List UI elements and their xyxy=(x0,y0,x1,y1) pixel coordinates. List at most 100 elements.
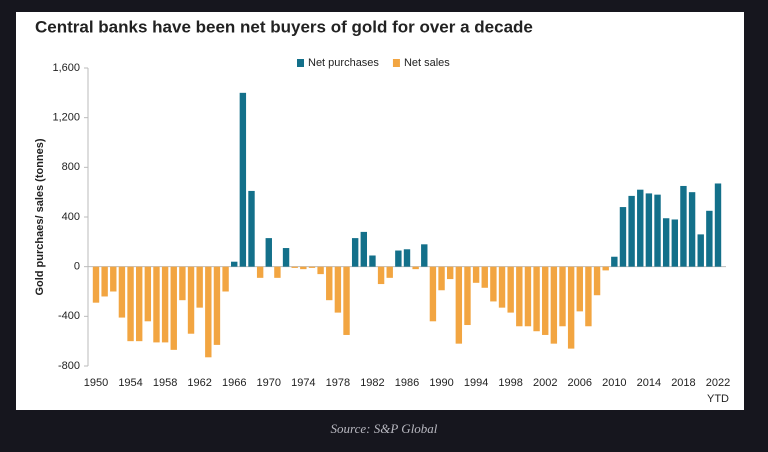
x-tick-label: 1966 xyxy=(222,377,246,389)
bar xyxy=(671,219,679,267)
bar xyxy=(637,189,644,267)
bar xyxy=(256,266,264,278)
y-tick-label: 1,600 xyxy=(52,62,80,74)
y-tick-label: -800 xyxy=(58,360,80,372)
bar xyxy=(92,266,100,303)
bar xyxy=(706,210,713,267)
bar xyxy=(144,266,152,322)
bar xyxy=(542,266,549,335)
x-tick-label: 1954 xyxy=(118,377,142,389)
legend-swatch xyxy=(392,59,400,67)
bar xyxy=(559,266,566,327)
bar xyxy=(472,266,480,283)
bar xyxy=(507,266,514,313)
bar xyxy=(351,238,359,267)
x-tick-label: 2014 xyxy=(637,377,661,389)
bar xyxy=(170,266,177,350)
bar xyxy=(395,250,402,267)
bar xyxy=(628,195,635,267)
bar xyxy=(282,248,290,267)
bar xyxy=(213,266,221,345)
bar xyxy=(438,266,445,291)
bar xyxy=(360,231,368,267)
y-tick-label: -400 xyxy=(58,310,80,322)
bar xyxy=(524,266,532,327)
x-tick-label: 1950 xyxy=(84,377,108,389)
bar xyxy=(300,266,307,270)
x-tick-label: 1994 xyxy=(464,377,488,389)
bar xyxy=(576,266,583,312)
bar xyxy=(421,244,428,267)
bar xyxy=(317,266,324,275)
x-tick-label: 1986 xyxy=(395,377,419,389)
bar xyxy=(516,266,523,327)
bar xyxy=(714,183,722,267)
x-tick-label: 1978 xyxy=(326,377,350,389)
x-tick-label: 1962 xyxy=(187,377,211,389)
y-tick-label: 1,200 xyxy=(52,112,80,124)
legend-label: Net purchases xyxy=(308,57,379,69)
bar xyxy=(611,256,618,267)
bar xyxy=(386,266,393,278)
bar xyxy=(127,266,134,342)
bar xyxy=(205,266,212,358)
bar xyxy=(645,193,653,267)
y-tick-label: 800 xyxy=(62,161,80,173)
bar xyxy=(161,266,169,343)
bar xyxy=(585,266,592,327)
legend-label: Net sales xyxy=(404,57,450,69)
x-tick-label: 2022 xyxy=(706,377,730,389)
x-tick-label: 1982 xyxy=(360,377,384,389)
legend-swatch xyxy=(297,59,304,67)
chart-title: Central banks have been net buyers of go… xyxy=(35,17,533,36)
bar xyxy=(187,266,195,334)
bar xyxy=(377,266,385,285)
x-tick-label: 1974 xyxy=(291,377,315,389)
x-tick-label: 1970 xyxy=(257,377,281,389)
bar xyxy=(274,266,281,278)
bar xyxy=(222,266,229,292)
bar xyxy=(179,266,186,301)
bar xyxy=(135,266,143,342)
source-note: Source: S&P Global xyxy=(331,421,438,436)
bar xyxy=(654,194,661,267)
bar xyxy=(239,92,247,267)
bar xyxy=(593,266,601,296)
x-tick-note: YTD xyxy=(707,393,729,405)
bar xyxy=(533,266,540,332)
bar xyxy=(490,266,497,302)
bar xyxy=(550,266,558,344)
bar xyxy=(697,234,704,267)
y-tick-label: 400 xyxy=(62,211,80,223)
x-tick-label: 1998 xyxy=(498,377,522,389)
bar xyxy=(464,266,471,326)
bar xyxy=(196,266,203,308)
bar xyxy=(326,266,333,301)
x-tick-label: 1990 xyxy=(429,377,453,389)
bar xyxy=(343,266,350,335)
x-tick-label: 2006 xyxy=(568,377,592,389)
bar xyxy=(101,266,108,297)
x-tick-label: 1958 xyxy=(153,377,177,389)
bar xyxy=(688,192,696,267)
bar xyxy=(429,266,437,322)
y-tick-label: 0 xyxy=(74,261,80,273)
x-tick-label: 2002 xyxy=(533,377,557,389)
bar xyxy=(403,249,411,267)
bar xyxy=(680,185,687,267)
bar xyxy=(110,266,117,292)
bar xyxy=(662,218,670,267)
x-tick-label: 2018 xyxy=(671,377,695,389)
bar xyxy=(231,261,238,267)
bar xyxy=(334,266,342,313)
bar xyxy=(248,190,255,267)
y-axis-label: Gold purchaes/ sales (tonnes) xyxy=(34,138,46,295)
bar xyxy=(369,255,376,267)
bar xyxy=(446,266,454,280)
bar xyxy=(619,207,627,267)
bar xyxy=(455,266,463,344)
x-tick-label: 2010 xyxy=(602,377,626,389)
bar xyxy=(291,266,298,268)
